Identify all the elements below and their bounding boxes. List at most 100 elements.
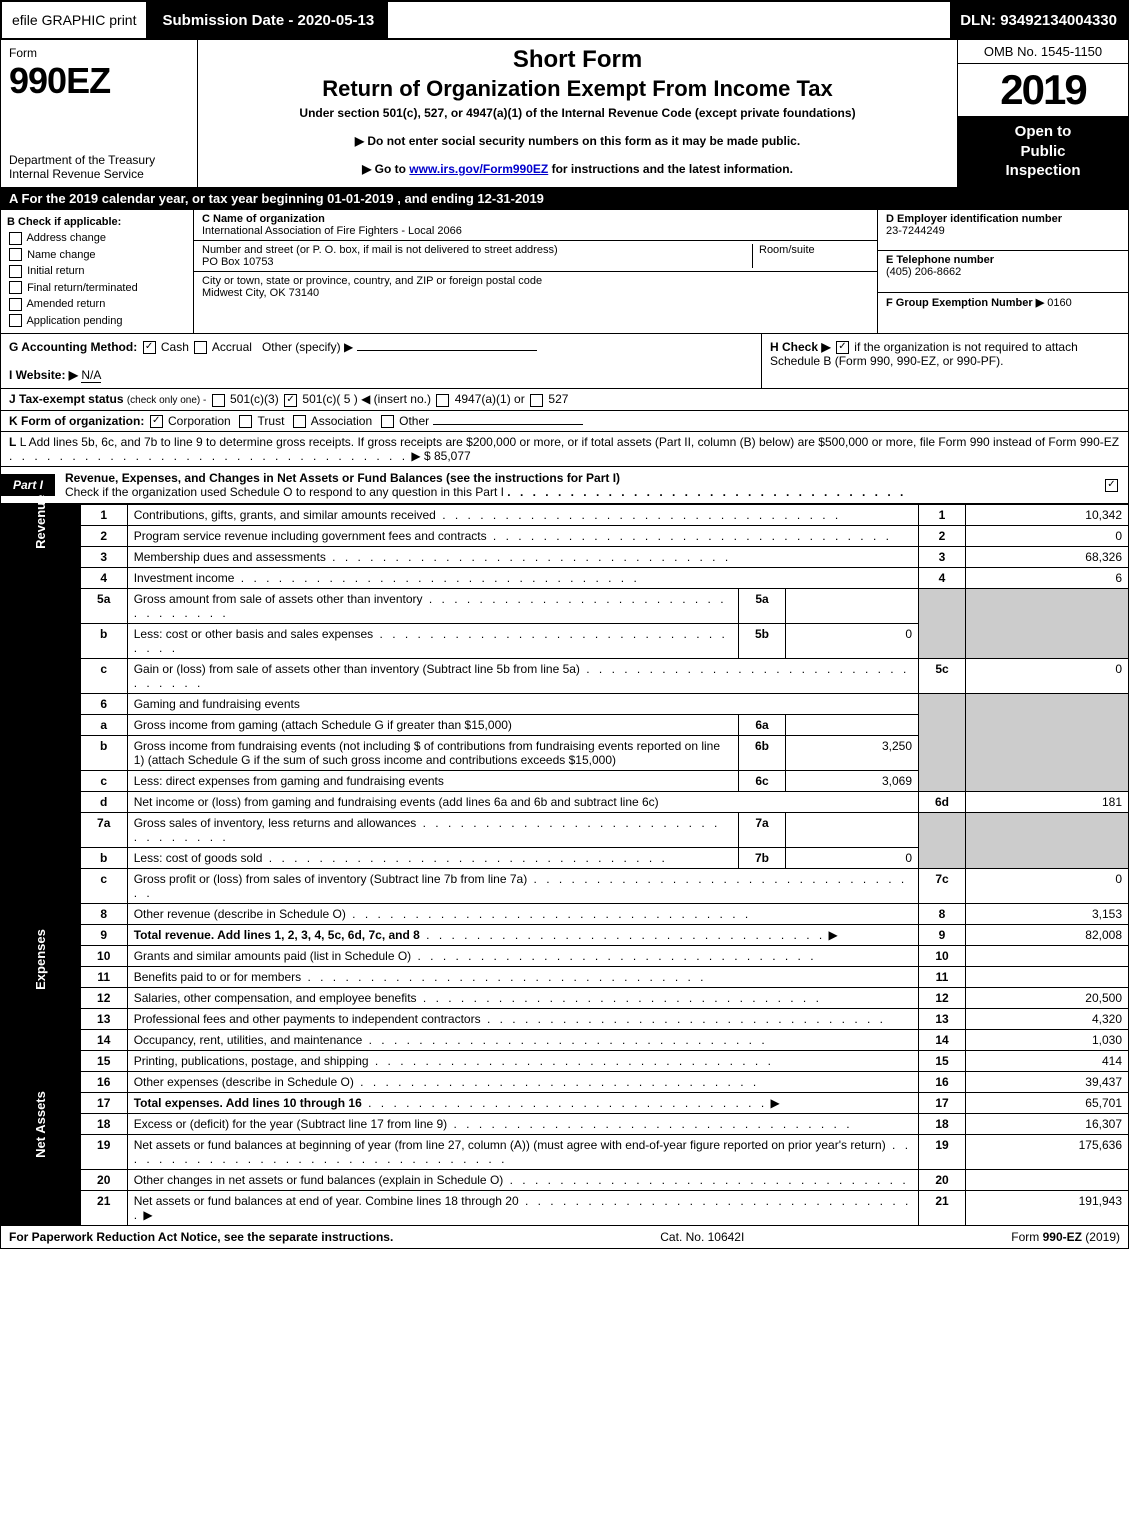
checkbox-trust[interactable] [239,415,252,428]
gh-block: G Accounting Method: ✓ Cash Accrual Othe… [0,334,1129,389]
value-line10 [966,945,1129,966]
value-line15: 414 [966,1050,1129,1071]
ssn-warning: ▶ Do not enter social security numbers o… [208,134,947,148]
part1-table: Revenue 1 Contributions, gifts, grants, … [0,504,1129,1226]
checkbox-association[interactable] [293,415,306,428]
checkbox-other-org[interactable] [381,415,394,428]
tax-period-row: A For the 2019 calendar year, or tax yea… [0,188,1129,210]
row-h: H Check ▶ ✓ if the organization is not r… [761,334,1128,388]
city-label: City or town, state or province, country… [202,275,542,287]
org-name-label: C Name of organization [202,213,325,225]
omb-number: OMB No. 1545-1150 [958,40,1128,64]
section-c: C Name of organization International Ass… [194,210,877,334]
street-value: PO Box 10753 [202,256,274,268]
form-word: Form [9,46,189,60]
department-label: Department of the Treasury Internal Reve… [9,153,189,181]
table-row: 16 Other expenses (describe in Schedule … [1,1071,1129,1092]
checkbox-final-return[interactable]: Final return/terminated [7,280,187,297]
section-de: D Employer identification number 23-7244… [877,210,1128,334]
title-main: Return of Organization Exempt From Incom… [208,76,947,102]
checkbox-accrual[interactable] [194,341,207,354]
page-footer: For Paperwork Reduction Act Notice, see … [0,1226,1129,1249]
netassets-section-label: Net Assets [1,1113,81,1225]
part1-header: Part I Revenue, Expenses, and Changes in… [0,467,1129,504]
value-line20 [966,1169,1129,1190]
website-label: I Website: ▶ [9,368,78,382]
subtitle: Under section 501(c), 527, or 4947(a)(1)… [208,106,947,120]
table-row: Expenses 10 Grants and similar amounts p… [1,945,1129,966]
value-line7c: 0 [966,868,1129,903]
checkbox-initial-return[interactable]: Initial return [7,263,187,280]
identity-block: B Check if applicable: Address change Na… [0,210,1129,335]
checkbox-501c3[interactable] [212,394,225,407]
table-row: 21 Net assets or fund balances at end of… [1,1190,1129,1225]
value-line14: 1,030 [966,1029,1129,1050]
value-line6c: 3,069 [786,770,919,791]
checkbox-application-pending[interactable]: Application pending [7,313,187,330]
value-line4: 6 [966,567,1129,588]
other-specify-input[interactable] [357,350,537,351]
tax-year: 2019 [958,64,1128,116]
section-b: B Check if applicable: Address change Na… [1,210,194,334]
value-line18: 16,307 [966,1113,1129,1134]
table-row: d Net income or (loss) from gaming and f… [1,791,1129,812]
table-row: 5a Gross amount from sale of assets othe… [1,588,1129,623]
irs-form-link[interactable]: www.irs.gov/Form990EZ [409,162,548,176]
checkbox-4947[interactable] [436,394,449,407]
row-j: J Tax-exempt status (check only one) - 5… [0,389,1129,410]
title-short-form: Short Form [208,46,947,74]
form-header-middle: Short Form Return of Organization Exempt… [198,40,957,187]
other-org-input[interactable] [433,424,583,425]
value-line5a [786,588,919,623]
form-header-left: Form 990EZ Department of the Treasury In… [1,40,198,187]
part1-title: Revenue, Expenses, and Changes in Net As… [55,467,1095,503]
value-line6d: 181 [966,791,1129,812]
irs-link-line: ▶ Go to www.irs.gov/Form990EZ for instru… [208,162,947,176]
table-row: 11 Benefits paid to or for members 11 [1,966,1129,987]
table-row: 13 Professional fees and other payments … [1,1008,1129,1029]
value-line6a [786,714,919,735]
accounting-method-label: G Accounting Method: [9,340,137,354]
group-exemption-label: F Group Exemption Number ▶ [886,297,1044,309]
form-header: Form 990EZ Department of the Treasury In… [0,40,1129,188]
expenses-section-label: Expenses [1,945,81,1113]
value-line5c: 0 [966,658,1129,693]
row-k: K Form of organization: ✓ Corporation Tr… [0,411,1129,432]
submission-date-badge: Submission Date - 2020-05-13 [148,2,388,38]
checkbox-amended-return[interactable]: Amended return [7,296,187,313]
value-line16: 39,437 [966,1071,1129,1092]
table-row: 7a Gross sales of inventory, less return… [1,812,1129,847]
table-row: Net Assets 18 Excess or (deficit) for th… [1,1113,1129,1134]
table-row: 14 Occupancy, rent, utilities, and maint… [1,1029,1129,1050]
room-label: Room/suite [759,244,815,256]
value-line7b: 0 [786,847,919,868]
checkbox-schedule-b[interactable]: ✓ [836,341,849,354]
form-ref: Form 990-EZ (2019) [1011,1230,1120,1244]
row-l: L L Add lines 5b, 6c, and 7b to line 9 t… [0,432,1129,467]
value-line21: 191,943 [966,1190,1129,1225]
form-number: 990EZ [9,60,189,102]
table-row: c Gross profit or (loss) from sales of i… [1,868,1129,903]
city-value: Midwest City, OK 73140 [202,287,319,299]
table-row: 8 Other revenue (describe in Schedule O)… [1,903,1129,924]
value-line3: 68,326 [966,546,1129,567]
row-g: G Accounting Method: ✓ Cash Accrual Othe… [1,334,761,388]
street-label: Number and street (or P. O. box, if mail… [202,244,558,256]
checkbox-527[interactable] [530,394,543,407]
dln-badge: DLN: 93492134004330 [950,2,1127,38]
section-b-heading: B Check if applicable: [7,214,187,231]
checkbox-501c[interactable]: ✓ [284,394,297,407]
checkbox-name-change[interactable]: Name change [7,247,187,264]
catalog-number: Cat. No. 10642I [660,1230,744,1244]
checkbox-corporation[interactable]: ✓ [150,415,163,428]
open-to-public-badge: Open to Public Inspection [958,116,1128,187]
efile-print-button[interactable]: efile GRAPHIC print [2,2,148,38]
org-name-value: International Association of Fire Fighte… [202,225,462,237]
checkbox-address-change[interactable]: Address change [7,230,187,247]
table-row: 3 Membership dues and assessments 3 68,3… [1,546,1129,567]
phone-label: E Telephone number [886,254,994,266]
phone-value: (405) 206-8662 [886,266,961,278]
table-row: 19 Net assets or fund balances at beginn… [1,1134,1129,1169]
checkbox-part1-schedule-o[interactable]: ✓ [1105,479,1118,492]
checkbox-cash[interactable]: ✓ [143,341,156,354]
